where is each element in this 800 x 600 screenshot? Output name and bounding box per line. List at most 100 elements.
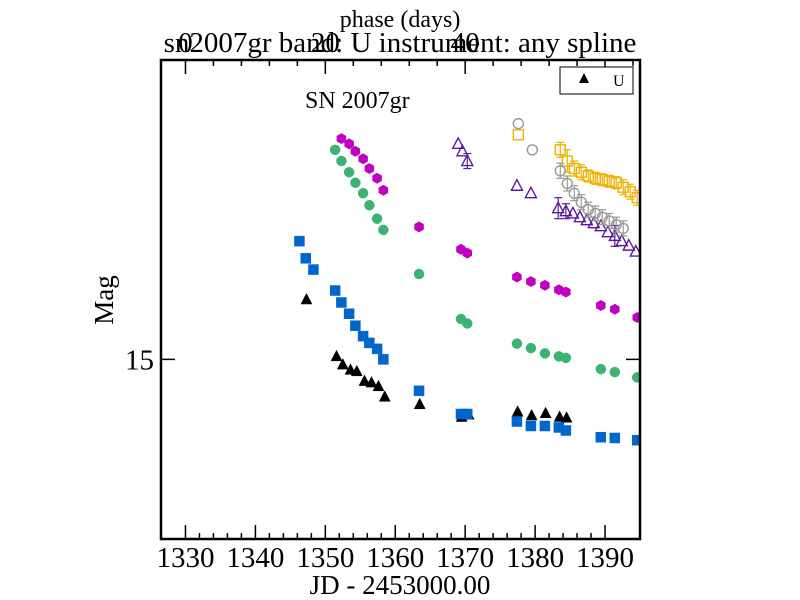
data-point-square xyxy=(364,337,375,349)
phase-tick-label: 20 xyxy=(311,27,340,59)
data-point-triangle xyxy=(580,212,594,226)
data-point-triangle xyxy=(525,408,538,421)
data-point-square xyxy=(357,330,369,342)
data-point-triangle xyxy=(358,374,371,386)
data-point-triangle xyxy=(553,410,566,422)
data-point-triangle xyxy=(622,238,636,251)
legend-entry-label: U xyxy=(613,73,625,90)
x-tick-label: 1360 xyxy=(366,542,424,574)
data-point-triangle xyxy=(608,228,622,242)
data-point-circle xyxy=(364,199,375,211)
plot-frame xyxy=(159,58,642,541)
data-point-circle xyxy=(561,177,573,190)
data-point-circle xyxy=(631,372,640,383)
data-point-square xyxy=(512,129,525,141)
data-point-square xyxy=(624,186,636,198)
data-point-square xyxy=(329,285,341,296)
x-tick-label: 1330 xyxy=(156,542,214,574)
data-point-square xyxy=(603,175,615,187)
data-point-square xyxy=(631,192,640,204)
data-point-square xyxy=(596,174,608,186)
data-point-square xyxy=(575,166,587,178)
data-point-hexagon xyxy=(378,184,389,196)
data-point-square xyxy=(595,431,607,443)
x-axis-label: JD - 2453000.00 xyxy=(310,570,491,600)
top-axis-label: phase (days) xyxy=(340,7,461,33)
chart-title: sn2007gr band: U instrument: any spline xyxy=(164,27,637,59)
data-point-circle xyxy=(525,342,537,354)
data-point-circle xyxy=(582,203,594,216)
data-point-square xyxy=(371,343,383,355)
data-point-circle xyxy=(596,211,608,223)
data-point-circle xyxy=(350,177,361,188)
data-point-triangle xyxy=(629,244,640,257)
data-point-square xyxy=(511,416,523,427)
legend-marker-triangle xyxy=(579,73,589,83)
series-2 xyxy=(329,144,640,383)
data-point-hexagon xyxy=(414,221,424,233)
data-point-circle xyxy=(539,348,551,359)
data-point-triangle xyxy=(451,136,465,150)
data-point-hexagon xyxy=(372,172,382,184)
data-point-triangle xyxy=(559,203,573,217)
data-point-triangle xyxy=(350,364,363,377)
data-point-circle xyxy=(568,187,580,199)
data-point-circle xyxy=(462,318,473,329)
data-point-circle xyxy=(357,187,369,199)
data-point-circle xyxy=(554,165,566,177)
data-point-triangle xyxy=(378,390,391,402)
phase-tick-label: 0 xyxy=(178,27,193,59)
x-tick-label: 1370 xyxy=(436,542,494,574)
data-point-hexagon xyxy=(512,271,522,283)
data-point-circle xyxy=(609,366,621,378)
data-point-hexagon xyxy=(632,311,640,323)
data-point-circle xyxy=(371,213,383,224)
x-axis: 1330 1340 1350 1360 1370 1380 1390 xyxy=(156,525,634,574)
series-u xyxy=(300,292,573,423)
y-axis: 15 xyxy=(125,344,640,376)
series-6 xyxy=(512,117,629,237)
legend-box xyxy=(559,66,634,95)
data-point-circle xyxy=(336,155,347,167)
data-point-square xyxy=(300,253,311,264)
data-point-square xyxy=(336,297,347,308)
data-point-square xyxy=(525,420,537,432)
data-point-circle xyxy=(511,338,523,349)
series-5 xyxy=(512,129,640,206)
x-tick-label: 1340 xyxy=(226,542,284,574)
data-point-triangle xyxy=(455,143,470,157)
data-point-triangle xyxy=(336,358,349,370)
data-point-triangle xyxy=(551,200,565,214)
data-point-hexagon xyxy=(610,303,620,315)
data-point-square xyxy=(539,420,551,432)
data-point-hexagon xyxy=(336,133,347,145)
data-point-circle xyxy=(413,268,425,280)
x-tick-label: 1390 xyxy=(576,542,634,574)
legend: U xyxy=(559,66,634,95)
data-point-circle xyxy=(526,144,539,156)
data-point-square xyxy=(568,162,580,175)
data-point-triangle xyxy=(372,379,385,392)
data-point-square xyxy=(609,432,621,444)
data-point-square xyxy=(350,320,361,331)
data-point-triangle xyxy=(300,292,313,305)
data-point-triangle xyxy=(330,349,343,362)
data-point-square xyxy=(294,235,305,247)
data-point-circle xyxy=(617,222,629,235)
data-point-square xyxy=(413,385,425,397)
data-point-triangle xyxy=(573,209,587,223)
data-point-triangle xyxy=(615,233,629,247)
data-point-square xyxy=(631,434,640,446)
data-point-square xyxy=(343,308,355,319)
data-point-triangle xyxy=(539,406,552,419)
data-point-circle xyxy=(329,144,341,156)
series-4 xyxy=(451,136,640,257)
data-point-triangle xyxy=(511,405,524,417)
data-point-triangle xyxy=(594,218,608,232)
data-point-square xyxy=(582,170,594,182)
data-point-triangle xyxy=(524,185,538,199)
data-point-hexagon xyxy=(526,276,536,288)
data-point-triangle xyxy=(365,376,378,388)
top-phase-axis: 0 20 40 xyxy=(178,27,634,74)
